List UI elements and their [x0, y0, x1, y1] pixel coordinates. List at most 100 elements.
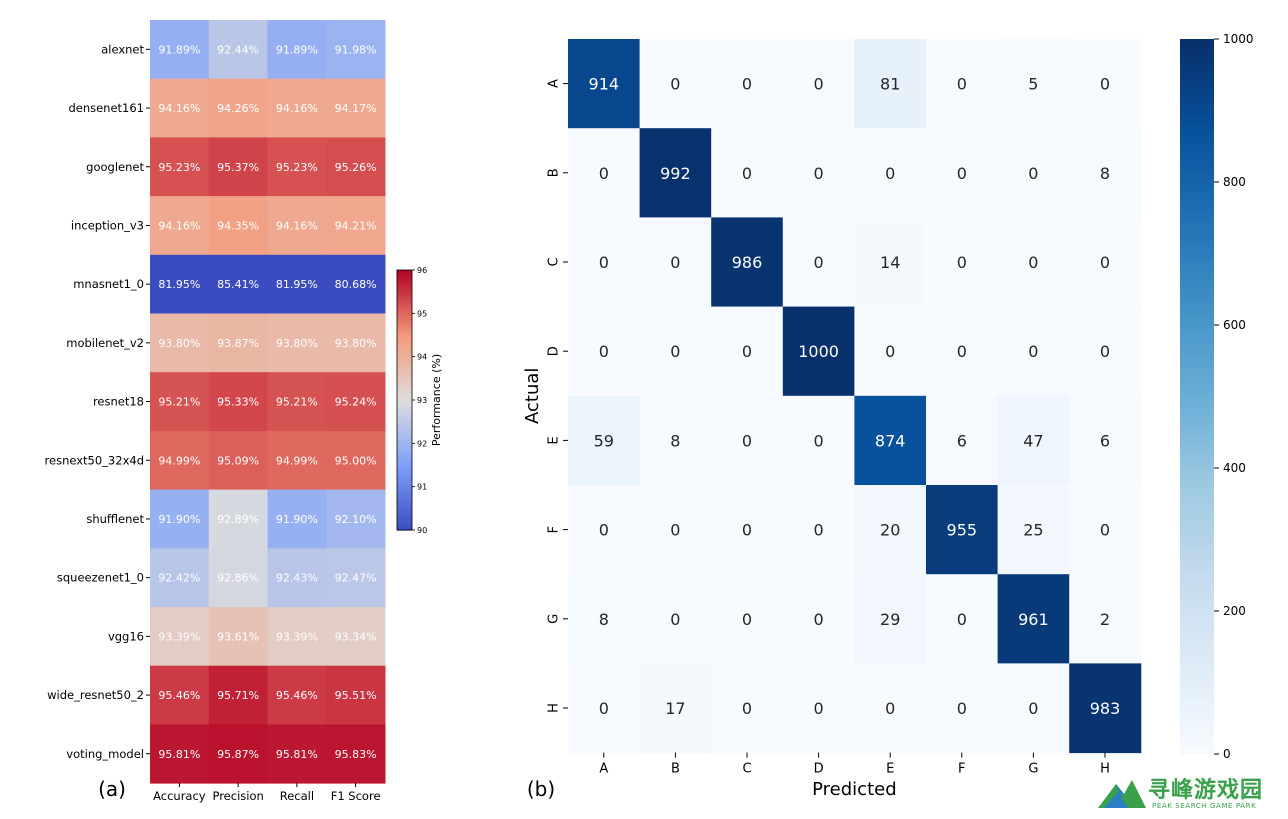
confusion-cell-value: 914	[589, 75, 620, 94]
colorbar-b-segment	[1180, 191, 1214, 197]
heatmap-a-cell	[267, 372, 327, 432]
colorbar-b-segment	[1180, 425, 1214, 431]
confusion-cell-value: 0	[1100, 75, 1110, 94]
colorbar-a-segment	[397, 452, 412, 455]
colorbar-a-segment	[397, 272, 412, 275]
confusion-cell	[926, 395, 999, 486]
confusion-cell	[568, 574, 641, 664]
colorbar-a-segment	[397, 270, 412, 273]
confusion-cell-value: 8	[1100, 164, 1110, 183]
colorbar-a-segment	[397, 432, 412, 436]
colorbar-a-segment	[397, 326, 412, 330]
colorbar-a-segment	[397, 525, 412, 529]
colorbar-b-segment	[1180, 625, 1214, 631]
colorbar-b-segment	[1180, 549, 1214, 555]
confusion-cell-value: 17	[665, 699, 685, 718]
heatmap-a-cell	[150, 137, 210, 197]
colorbar-b-segment	[1180, 248, 1214, 255]
colorbar-a-segment	[397, 369, 412, 373]
colorbar-a-segment	[397, 475, 412, 479]
heatmap-a-cell-value: 93.87%	[217, 337, 259, 350]
colorbar-b-segment	[1180, 744, 1214, 750]
colorbar-a-segment	[397, 404, 412, 408]
colorbar-b-segment	[1180, 367, 1214, 374]
colorbar-a-segment	[397, 389, 412, 392]
confusion-cell	[782, 306, 855, 397]
heatmap-a-cell-value: 95.26%	[335, 161, 377, 174]
confusion-cell	[854, 485, 927, 575]
confusion-cell-value: 0	[742, 342, 752, 361]
heatmap-a-cell-value: 93.39%	[158, 630, 200, 643]
colorbar-b-segment	[1180, 115, 1214, 121]
heatmap-a-cell-value: 94.35%	[217, 219, 259, 232]
colorbar-b-segment	[1180, 410, 1214, 417]
heatmap-a-row-label: resnext50_32x4d	[45, 453, 144, 467]
confusion-cell-value: 47	[1023, 431, 1043, 450]
heatmap-a-cell	[208, 20, 268, 80]
heatmap-a-row-label: wide_resnet50_2	[47, 688, 144, 702]
heatmap-a-cell	[267, 196, 327, 256]
colorbar-a-segment	[397, 278, 412, 282]
heatmap-a-column-label: Recall	[280, 789, 314, 803]
colorbar-b-segment	[1180, 577, 1214, 583]
confusion-cell	[639, 306, 712, 397]
colorbar-b-segment	[1180, 439, 1214, 445]
heatmap-a-cell-value: 95.21%	[158, 396, 200, 409]
colorbar-a-segment	[397, 343, 412, 347]
heatmap-a-cell	[267, 548, 327, 608]
confusion-cell	[639, 574, 712, 664]
colorbar-a-segment	[397, 443, 412, 447]
confusion-cell	[782, 39, 855, 129]
colorbar-b-segment	[1180, 267, 1214, 274]
colorbar-b-segment	[1180, 334, 1214, 340]
colorbar-b-segment	[1180, 39, 1214, 45]
colorbar-b-segment	[1180, 696, 1214, 703]
heatmap-a-row-label: vgg16	[108, 629, 144, 643]
colorbar-a-segment	[397, 410, 412, 414]
colorbar-b-segment	[1180, 391, 1214, 398]
heatmap-a-cell-value: 95.24%	[335, 396, 377, 409]
heatmap-a-cell-value: 95.37%	[217, 161, 259, 174]
colorbar-b-segment	[1180, 420, 1214, 426]
colorbar-a-segment	[397, 298, 412, 301]
confusion-cell-value: 0	[670, 75, 680, 94]
colorbar-b-segment	[1180, 43, 1214, 50]
colorbar-b-segment	[1180, 672, 1214, 679]
confusion-cell-value: 0	[957, 699, 967, 718]
confusion-cell	[711, 574, 784, 664]
confusion-cell	[568, 485, 641, 575]
colorbar-a-segment	[397, 309, 412, 312]
colorbar-a-segment	[397, 395, 412, 399]
heatmap-a-cell-value: 92.42%	[158, 572, 200, 585]
colorbar-b-segment	[1180, 158, 1214, 164]
colorbar-a-segment	[397, 473, 412, 477]
confusion-cell	[1069, 574, 1142, 664]
heatmap-a-cell-value: 95.46%	[158, 689, 200, 702]
heatmap-a-cell-value: 93.80%	[335, 337, 377, 350]
heatmap-a-cell	[208, 489, 268, 549]
colorbar-a-segment	[397, 287, 412, 291]
confusion-cell	[1069, 39, 1142, 129]
heatmap-a-cell-value: 95.46%	[276, 689, 318, 702]
heatmap-a-cell	[326, 20, 386, 80]
colorbar-b-segment	[1180, 434, 1214, 440]
colorbar-a-segment	[397, 296, 412, 299]
confusion-cell	[711, 485, 784, 575]
confusion-cell-value: 0	[1028, 253, 1038, 272]
colorbar-b-segment	[1180, 253, 1214, 259]
colorbar-b-segment	[1180, 482, 1214, 488]
watermark-logo: 寻峰游戏园 PEAK SEARCH GAME PARK	[1098, 772, 1284, 816]
confusion-cell	[782, 574, 855, 664]
colorbar-b-segment	[1180, 348, 1214, 355]
heatmap-a-cell-value: 93.34%	[335, 630, 377, 643]
confusion-cell-value: 20	[880, 521, 900, 540]
colorbar-b-segment	[1180, 239, 1214, 245]
colorbar-a-segment	[397, 428, 412, 431]
colorbar-b-segment	[1180, 305, 1214, 312]
colorbar-b-segment	[1180, 587, 1214, 593]
heatmap-a-cell	[326, 372, 386, 432]
confusion-cell-value: 0	[885, 342, 895, 361]
confusion-cell	[997, 39, 1070, 129]
heatmap-a-cell-value: 92.10%	[335, 513, 377, 526]
colorbar-b-segment	[1180, 58, 1214, 64]
